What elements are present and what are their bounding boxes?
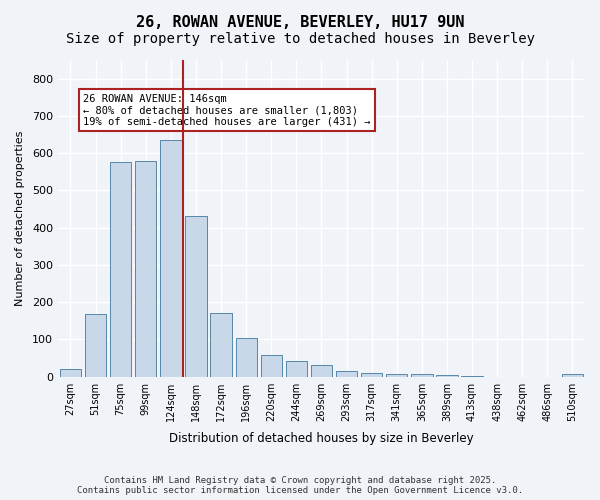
- Text: Contains HM Land Registry data © Crown copyright and database right 2025.
Contai: Contains HM Land Registry data © Crown c…: [77, 476, 523, 495]
- Bar: [286, 361, 307, 376]
- Bar: [361, 372, 382, 376]
- X-axis label: Distribution of detached houses by size in Beverley: Distribution of detached houses by size …: [169, 432, 474, 445]
- Y-axis label: Number of detached properties: Number of detached properties: [15, 130, 25, 306]
- Bar: [211, 314, 232, 376]
- Bar: [311, 366, 332, 376]
- Bar: [110, 162, 131, 376]
- Bar: [386, 374, 407, 376]
- Bar: [336, 371, 357, 376]
- Bar: [60, 369, 81, 376]
- Bar: [85, 314, 106, 376]
- Bar: [185, 216, 206, 376]
- Text: Size of property relative to detached houses in Beverley: Size of property relative to detached ho…: [65, 32, 535, 46]
- Bar: [135, 162, 157, 376]
- Bar: [562, 374, 583, 376]
- Bar: [260, 355, 282, 376]
- Text: 26 ROWAN AVENUE: 146sqm
← 80% of detached houses are smaller (1,803)
19% of semi: 26 ROWAN AVENUE: 146sqm ← 80% of detache…: [83, 94, 371, 126]
- Bar: [236, 338, 257, 376]
- Bar: [160, 140, 182, 376]
- Text: 26, ROWAN AVENUE, BEVERLEY, HU17 9UN: 26, ROWAN AVENUE, BEVERLEY, HU17 9UN: [136, 15, 464, 30]
- Bar: [411, 374, 433, 376]
- Bar: [436, 375, 458, 376]
